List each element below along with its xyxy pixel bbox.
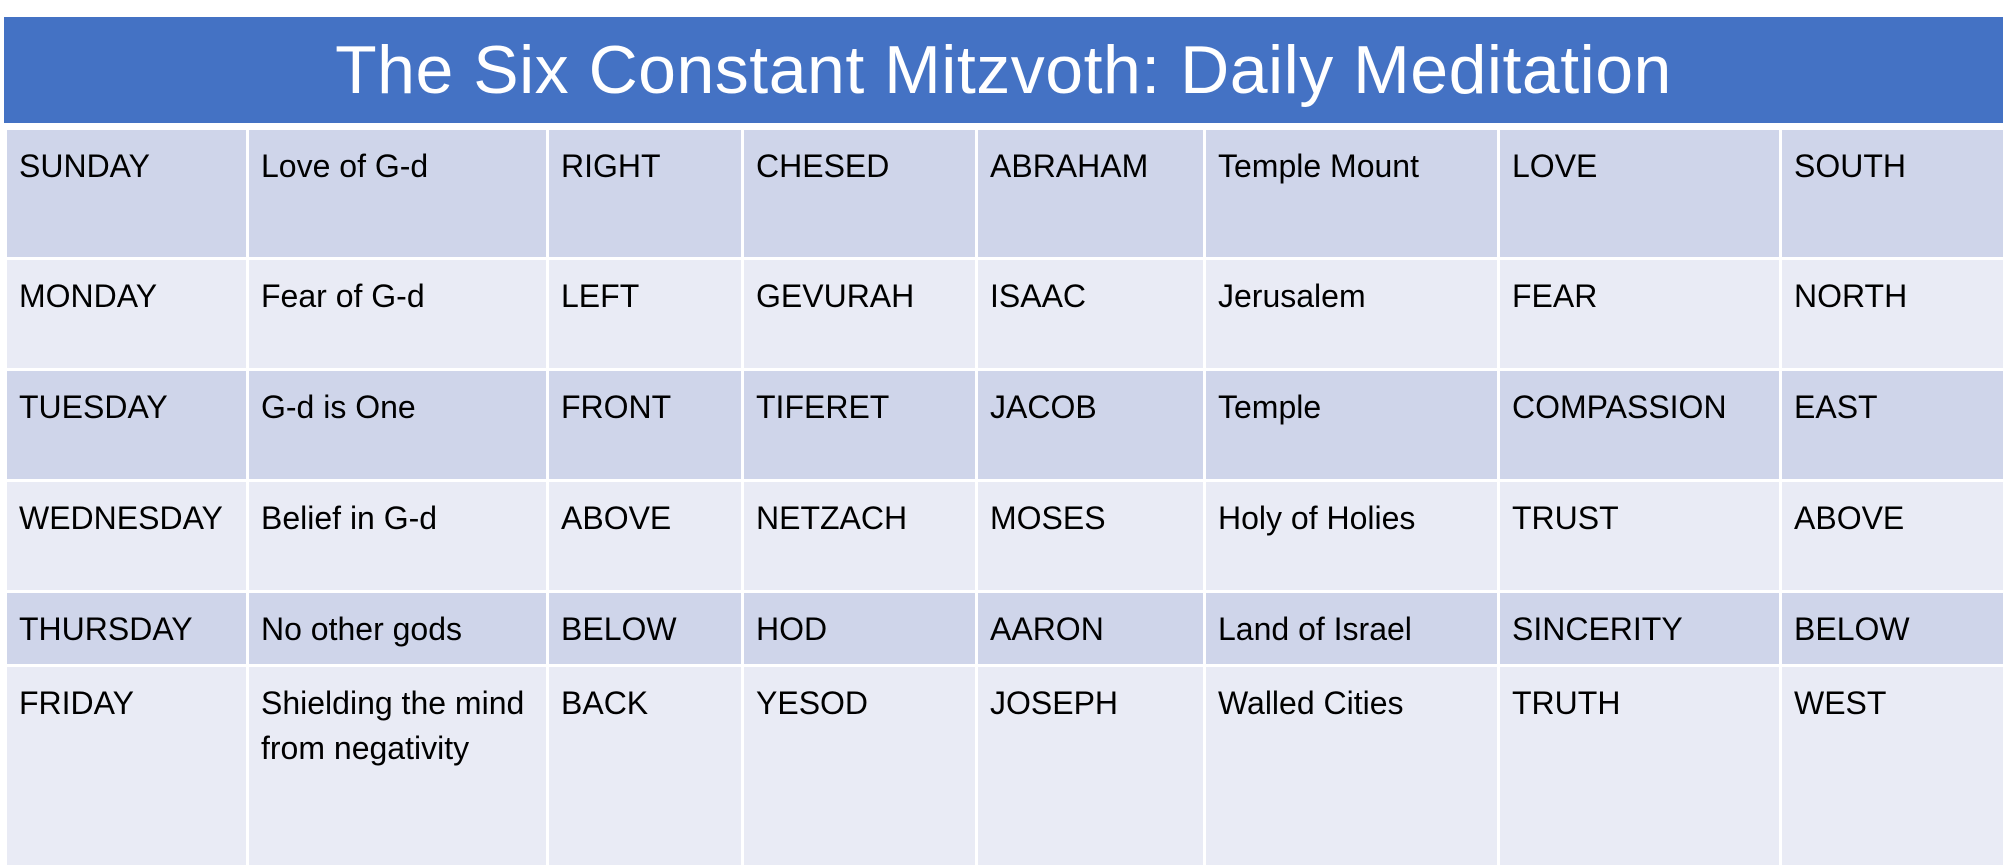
day-cell: TUESDAY [4,368,249,482]
compass-cell: BELOW [1779,590,2006,667]
place-cell: Temple [1203,368,1500,482]
sefirah-cell: NETZACH [741,479,978,593]
place-cell: Holy of Holies [1203,479,1500,593]
attribute-cell: TRUST [1497,479,1782,593]
patriarch-cell: JOSEPH [975,664,1206,868]
table-row: SUNDAY Love of G-d RIGHT CHESED ABRAHAM … [4,127,2006,260]
attribute-cell: FEAR [1497,257,1782,371]
table-row: MONDAY Fear of G-d LEFT GEVURAH ISAAC Je… [4,257,2006,371]
patriarch-cell: ABRAHAM [975,127,1206,260]
attribute-cell: LOVE [1497,127,1782,260]
patriarch-cell: MOSES [975,479,1206,593]
mitzvah-cell: Love of G-d [246,127,549,260]
direction-cell: ABOVE [546,479,744,593]
compass-cell: EAST [1779,368,2006,482]
sefirah-cell: HOD [741,590,978,667]
patriarch-cell: JACOB [975,368,1206,482]
place-cell: Temple Mount [1203,127,1500,260]
day-cell: THURSDAY [4,590,249,667]
direction-cell: LEFT [546,257,744,371]
mitzvah-cell: Belief in G-d [246,479,549,593]
sefirah-cell: GEVURAH [741,257,978,371]
mitzvah-cell: Shielding the mind from negativity [246,664,549,868]
place-cell: Jerusalem [1203,257,1500,371]
mitzvah-cell: G-d is One [246,368,549,482]
table-row: FRIDAY Shielding the mind from negativit… [4,664,2006,868]
table-row: THURSDAY No other gods BELOW HOD AARON L… [4,590,2006,667]
patriarch-cell: AARON [975,590,1206,667]
attribute-cell: TRUTH [1497,664,1782,868]
compass-cell: WEST [1779,664,2006,868]
place-cell: Land of Israel [1203,590,1500,667]
sefirah-cell: CHESED [741,127,978,260]
compass-cell: NORTH [1779,257,2006,371]
patriarch-cell: ISAAC [975,257,1206,371]
mitzvah-cell: Fear of G-d [246,257,549,371]
table-row: WEDNESDAY Belief in G-d ABOVE NETZACH MO… [4,479,2006,593]
place-cell: Walled Cities [1203,664,1500,868]
table-row: TUESDAY G-d is One FRONT TIFERET JACOB T… [4,368,2006,482]
compass-cell: ABOVE [1779,479,2006,593]
day-cell: MONDAY [4,257,249,371]
compass-cell: SOUTH [1779,127,2006,260]
direction-cell: BELOW [546,590,744,667]
direction-cell: RIGHT [546,127,744,260]
attribute-cell: SINCERITY [1497,590,1782,667]
mitzvah-cell: No other gods [246,590,549,667]
direction-cell: BACK [546,664,744,868]
day-cell: SUNDAY [4,127,249,260]
day-cell: FRIDAY [4,664,249,868]
sefirah-cell: YESOD [741,664,978,868]
mitzvoth-table: SUNDAY Love of G-d RIGHT CHESED ABRAHAM … [4,127,2006,868]
slide-title: The Six Constant Mitzvoth: Daily Meditat… [4,17,2003,123]
direction-cell: FRONT [546,368,744,482]
day-cell: WEDNESDAY [4,479,249,593]
attribute-cell: COMPASSION [1497,368,1782,482]
sefirah-cell: TIFERET [741,368,978,482]
